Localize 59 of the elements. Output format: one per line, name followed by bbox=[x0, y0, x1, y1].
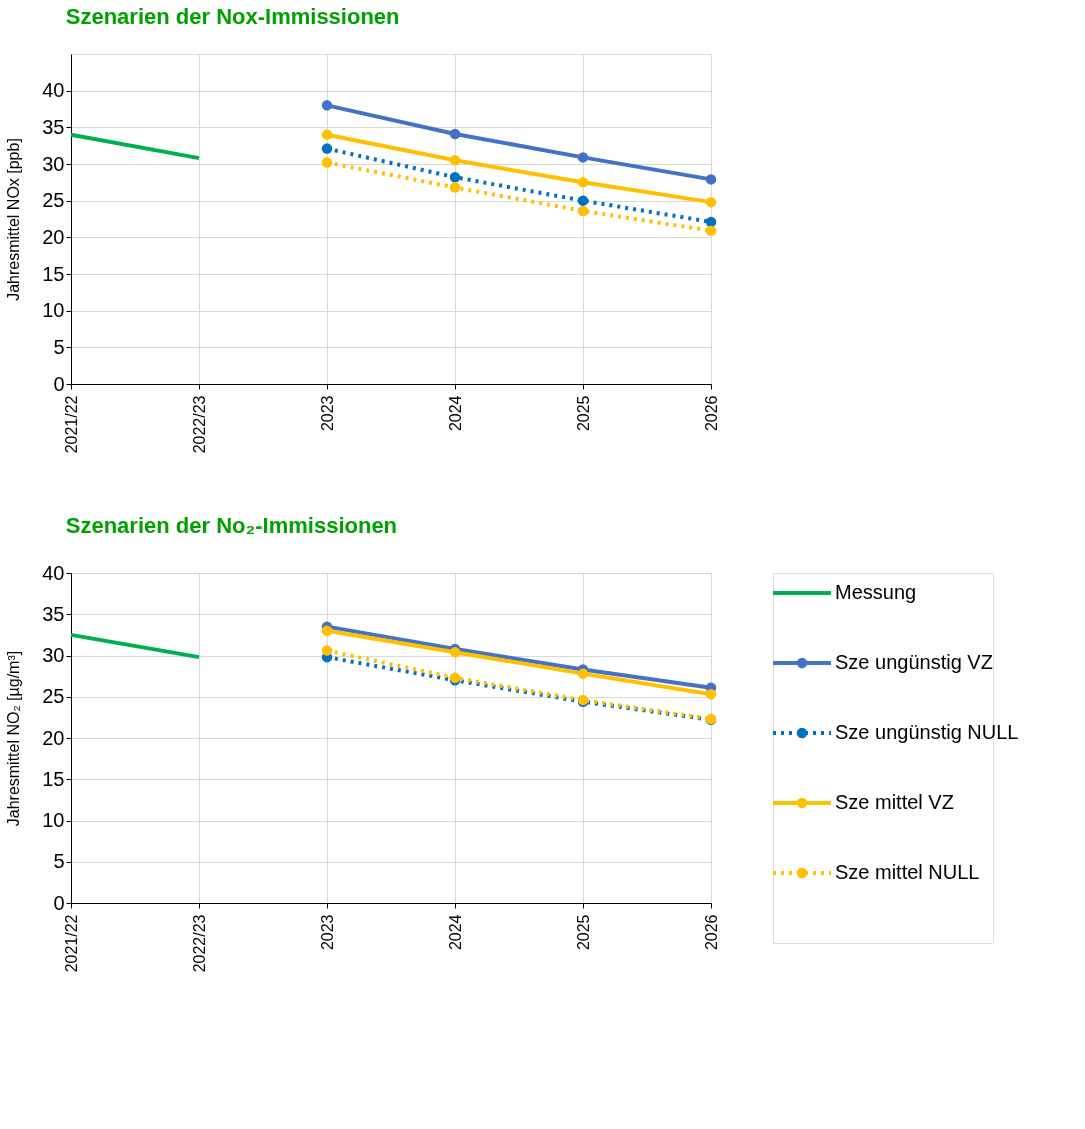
y-tick-label: 35 bbox=[42, 602, 65, 625]
point bbox=[705, 225, 717, 236]
legend-label: Sze ungünstig NULL bbox=[835, 721, 1019, 743]
point bbox=[449, 171, 461, 183]
x-tick-label: 2021/22 bbox=[62, 914, 80, 973]
y-tick-label: 30 bbox=[42, 644, 65, 666]
point bbox=[577, 668, 589, 679]
y-tick-label: 35 bbox=[42, 115, 65, 138]
point bbox=[577, 152, 589, 163]
point bbox=[705, 174, 717, 185]
x-tick-label: 2026 bbox=[702, 914, 720, 951]
y-axis-title: Jahresmittel NOx [ppb] bbox=[5, 138, 23, 301]
x-tick-label: 2024 bbox=[446, 395, 464, 432]
y-tick-label: 40 bbox=[42, 561, 65, 584]
y-tick-label: 10 bbox=[42, 809, 65, 831]
y-tick-label: 20 bbox=[42, 726, 65, 749]
y-tick-label: 5 bbox=[53, 850, 65, 873]
x-tick-label: 2025 bbox=[574, 395, 592, 432]
point bbox=[321, 143, 333, 154]
y-tick-label: 15 bbox=[42, 767, 65, 790]
point bbox=[577, 177, 589, 188]
x-tick-label: 2022/23 bbox=[190, 914, 208, 973]
y-tick-label: 20 bbox=[42, 225, 65, 248]
y-tick-label: 30 bbox=[42, 152, 65, 175]
x-tick-label: 2024 bbox=[446, 914, 464, 951]
x-tick-label: 2022/23 bbox=[190, 395, 208, 454]
y-tick-label: 25 bbox=[42, 189, 65, 212]
x-tick-label: 2021/22 bbox=[62, 395, 80, 454]
point bbox=[321, 625, 333, 636]
chart-title: Szenarien der Nox-Immissionen bbox=[65, 4, 400, 29]
y-axis-title: Jahresmittel NO₂ [µg/m³] bbox=[5, 650, 23, 827]
point bbox=[577, 205, 589, 217]
point bbox=[321, 645, 333, 656]
y-tick-label: 15 bbox=[42, 262, 65, 285]
x-tick-label: 2023 bbox=[318, 395, 336, 432]
y-tick-label: 0 bbox=[53, 372, 65, 395]
y-tick-label: 0 bbox=[53, 891, 65, 914]
x-tick-label: 2025 bbox=[574, 914, 592, 951]
point bbox=[321, 129, 333, 140]
chart-title: Szenarien der No₂-Immissionen bbox=[65, 513, 398, 538]
point bbox=[577, 195, 589, 206]
point bbox=[321, 100, 333, 111]
point bbox=[705, 689, 717, 700]
legend-label: Sze mittel NULL bbox=[835, 861, 980, 883]
point bbox=[705, 196, 717, 208]
point bbox=[449, 128, 461, 140]
y-tick-label: 40 bbox=[42, 79, 65, 102]
y-tick-label: 5 bbox=[53, 335, 65, 358]
legend-label: Messung bbox=[835, 581, 917, 603]
x-tick-label: 2026 bbox=[702, 395, 720, 432]
x-tick-label: 2023 bbox=[318, 914, 336, 951]
legend-label: Sze ungünstig VZ bbox=[835, 651, 993, 673]
legend-label: Sze mittel VZ bbox=[835, 791, 954, 813]
y-tick-label: 10 bbox=[42, 299, 65, 322]
y-tick-label: 25 bbox=[42, 685, 65, 708]
point bbox=[449, 155, 461, 166]
point bbox=[705, 216, 717, 228]
point bbox=[449, 182, 461, 193]
point bbox=[321, 157, 333, 168]
